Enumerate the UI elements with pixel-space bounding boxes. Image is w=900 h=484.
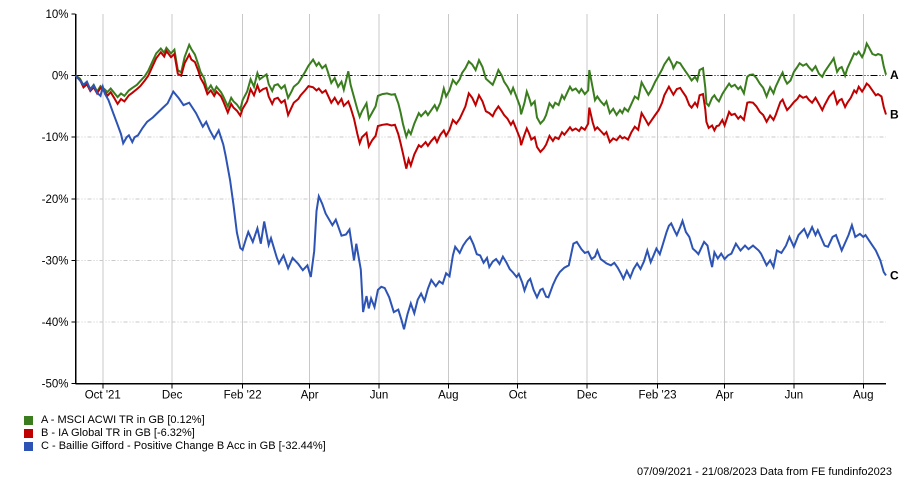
y-tick-label: 0% (52, 71, 69, 83)
x-tick-label: Apr (301, 390, 319, 402)
legend-swatch-c (24, 442, 33, 451)
legend-label-b: B - IA Global TR in GB [-6.32%] (41, 427, 195, 439)
x-tick-label: Aug (853, 390, 873, 402)
legend-item-a: A - MSCI ACWI TR in GB [0.12%] (22, 414, 326, 427)
legend-item-c: C - Baillie Gifford - Positive Change B … (22, 440, 326, 453)
series-c-end-label: C (890, 268, 899, 282)
x-tick-label: Dec (577, 390, 598, 402)
x-tick-label: Oct (509, 390, 528, 402)
x-tick-label: Feb '23 (639, 390, 677, 402)
legend-swatch-a (24, 416, 33, 425)
series-b-line (74, 48, 887, 169)
chart-legend: A - MSCI ACWI TR in GB [0.12%] B - IA Gl… (22, 414, 326, 453)
series-a-end-label: A (890, 68, 899, 82)
legend-swatch-b (24, 429, 33, 438)
attribution-text: 07/09/2021 - 21/08/2023 Data from FE fun… (636, 466, 892, 478)
x-tick-label: Oct '21 (85, 390, 121, 402)
x-tick-label: Jun (785, 390, 804, 402)
series-a-line (74, 41, 887, 140)
y-tick-label: -40% (42, 317, 69, 329)
series-c-line (74, 74, 887, 330)
x-tick-label: Jun (370, 390, 389, 402)
x-tick-label: Aug (438, 390, 458, 402)
x-tick-label: Dec (162, 390, 183, 402)
performance-line-chart: 10% 0% -10% -20% -30% -40% -50% Oct '21 Dec Feb '… (42, 9, 899, 402)
y-tick-label: -50% (42, 379, 69, 391)
y-tick-label: -20% (42, 194, 69, 206)
x-tick-label: Feb '22 (224, 390, 262, 402)
x-tick-label: Apr (716, 390, 734, 402)
y-tick-label: -10% (42, 132, 69, 144)
y-tick-label: 10% (45, 9, 68, 21)
legend-label-a: A - MSCI ACWI TR in GB [0.12%] (41, 414, 205, 426)
series-b-end-label: B (890, 108, 899, 122)
legend-label-c: C - Baillie Gifford - Positive Change B … (41, 440, 326, 452)
y-tick-label: -30% (42, 255, 69, 267)
legend-item-b: B - IA Global TR in GB [-6.32%] (22, 427, 326, 440)
